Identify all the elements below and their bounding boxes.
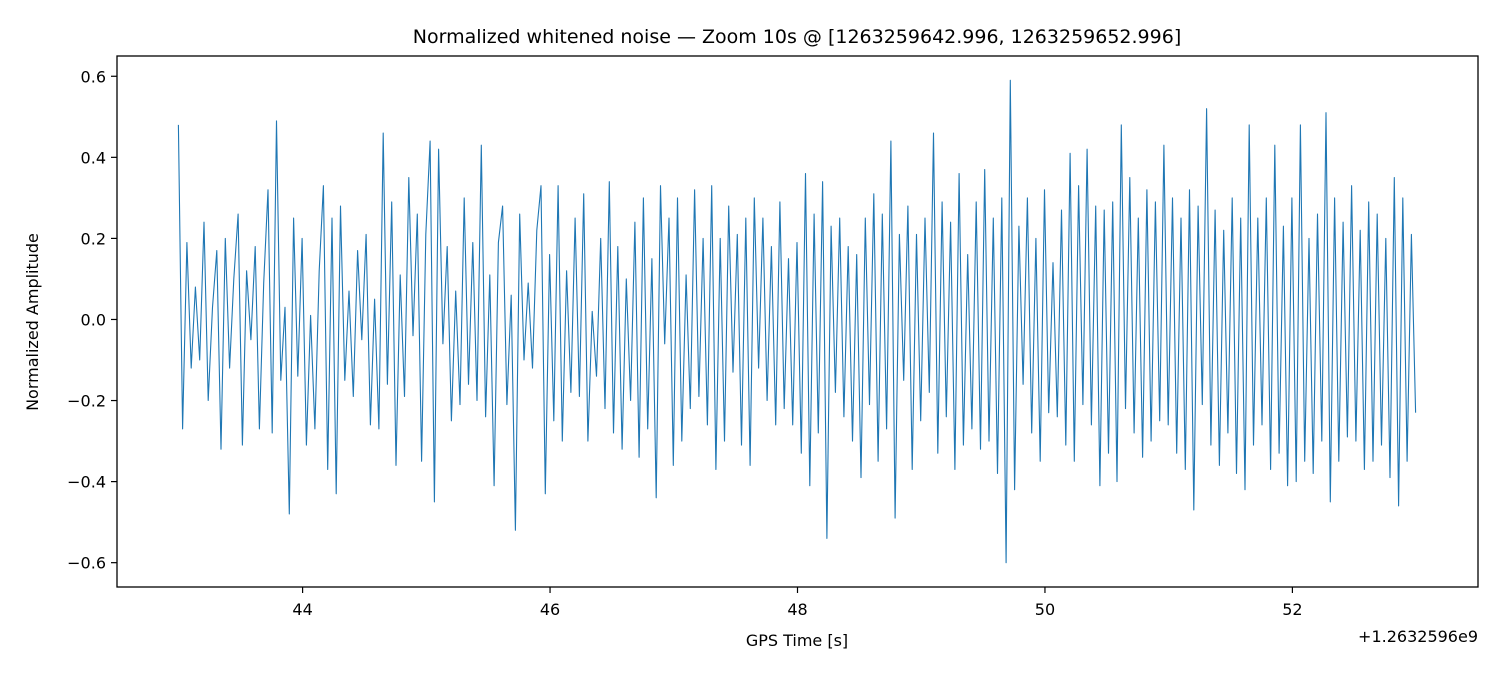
x-tick-label: 48 xyxy=(787,600,807,619)
x-axis-offset-label: +1.2632596e9 xyxy=(1358,627,1478,646)
y-axis: −0.6 −0.4 −0.2 0.0 0.2 0.4 0.6 xyxy=(67,67,117,573)
y-tick-label: 0.2 xyxy=(81,229,106,248)
x-tick-label: 46 xyxy=(540,600,560,619)
x-tick-label: 50 xyxy=(1035,600,1055,619)
chart-title: Normalized whitened noise — Zoom 10s @ [… xyxy=(413,26,1181,48)
y-tick-label: −0.4 xyxy=(67,473,106,492)
y-tick-label: −0.6 xyxy=(67,554,106,573)
y-tick-label: 0.6 xyxy=(81,67,106,86)
y-tick-label: 0.0 xyxy=(81,310,106,329)
x-tick-label: 52 xyxy=(1282,600,1302,619)
plot-frame xyxy=(116,55,1479,588)
plot-area xyxy=(177,79,1417,564)
y-tick-label: −0.2 xyxy=(67,392,106,411)
y-axis-label: Normalized Amplitude xyxy=(23,233,42,411)
x-tick-label: 44 xyxy=(292,600,312,619)
y-tick-label: 0.4 xyxy=(81,148,106,167)
x-axis: 44 46 48 50 52 xyxy=(292,587,1303,619)
x-axis-label: GPS Time [s] xyxy=(746,631,848,650)
series-line-0 xyxy=(177,79,1417,564)
